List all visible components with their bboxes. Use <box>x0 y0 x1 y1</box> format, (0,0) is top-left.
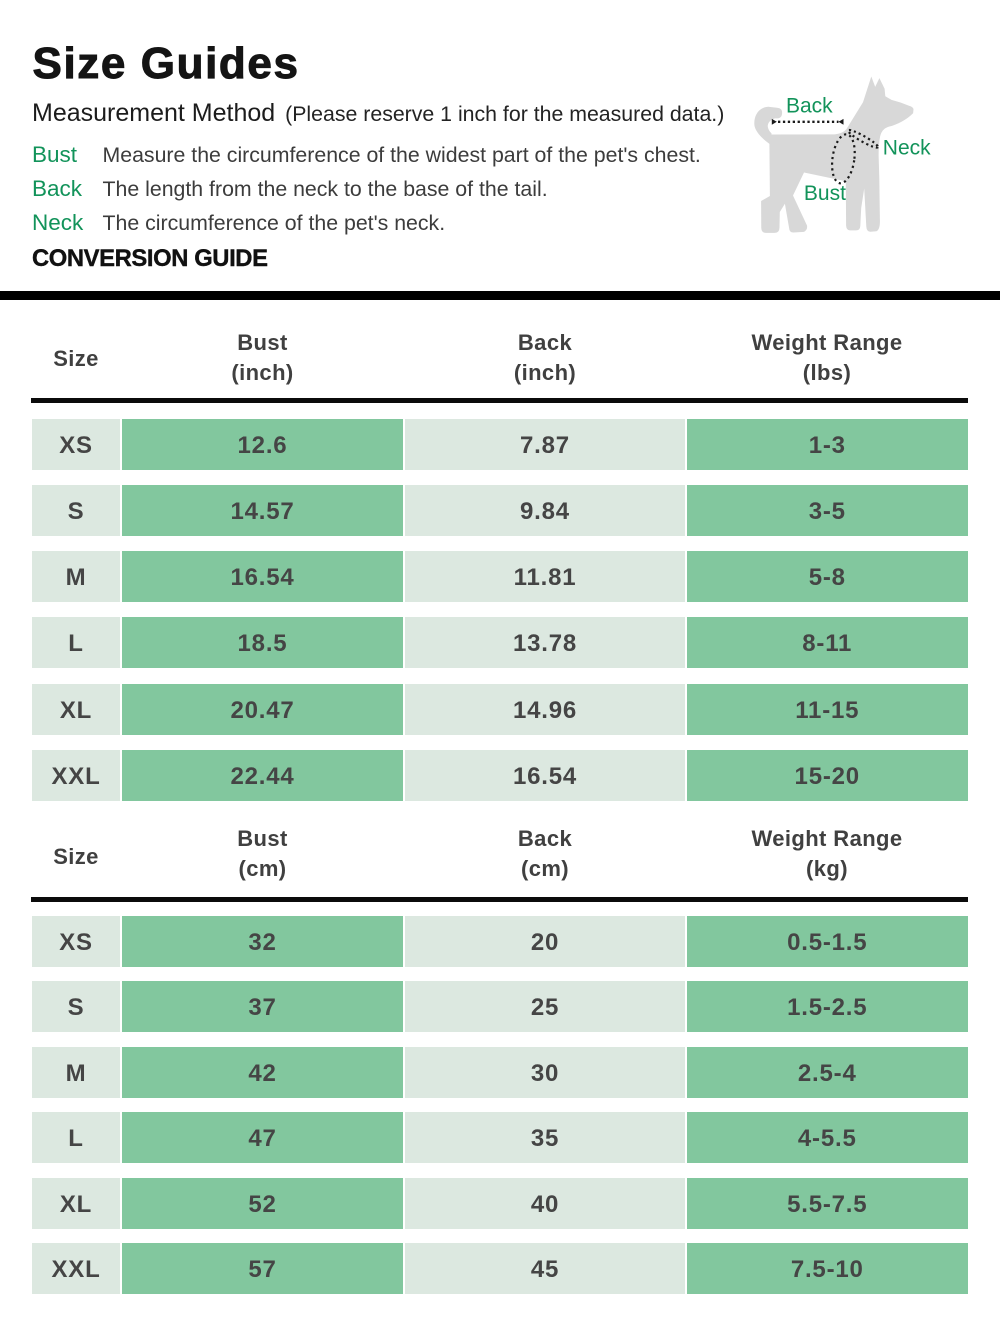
svg-text:Bust: Bust <box>804 182 846 205</box>
svg-text:Neck: Neck <box>883 136 931 159</box>
svg-text:Back: Back <box>786 94 833 117</box>
